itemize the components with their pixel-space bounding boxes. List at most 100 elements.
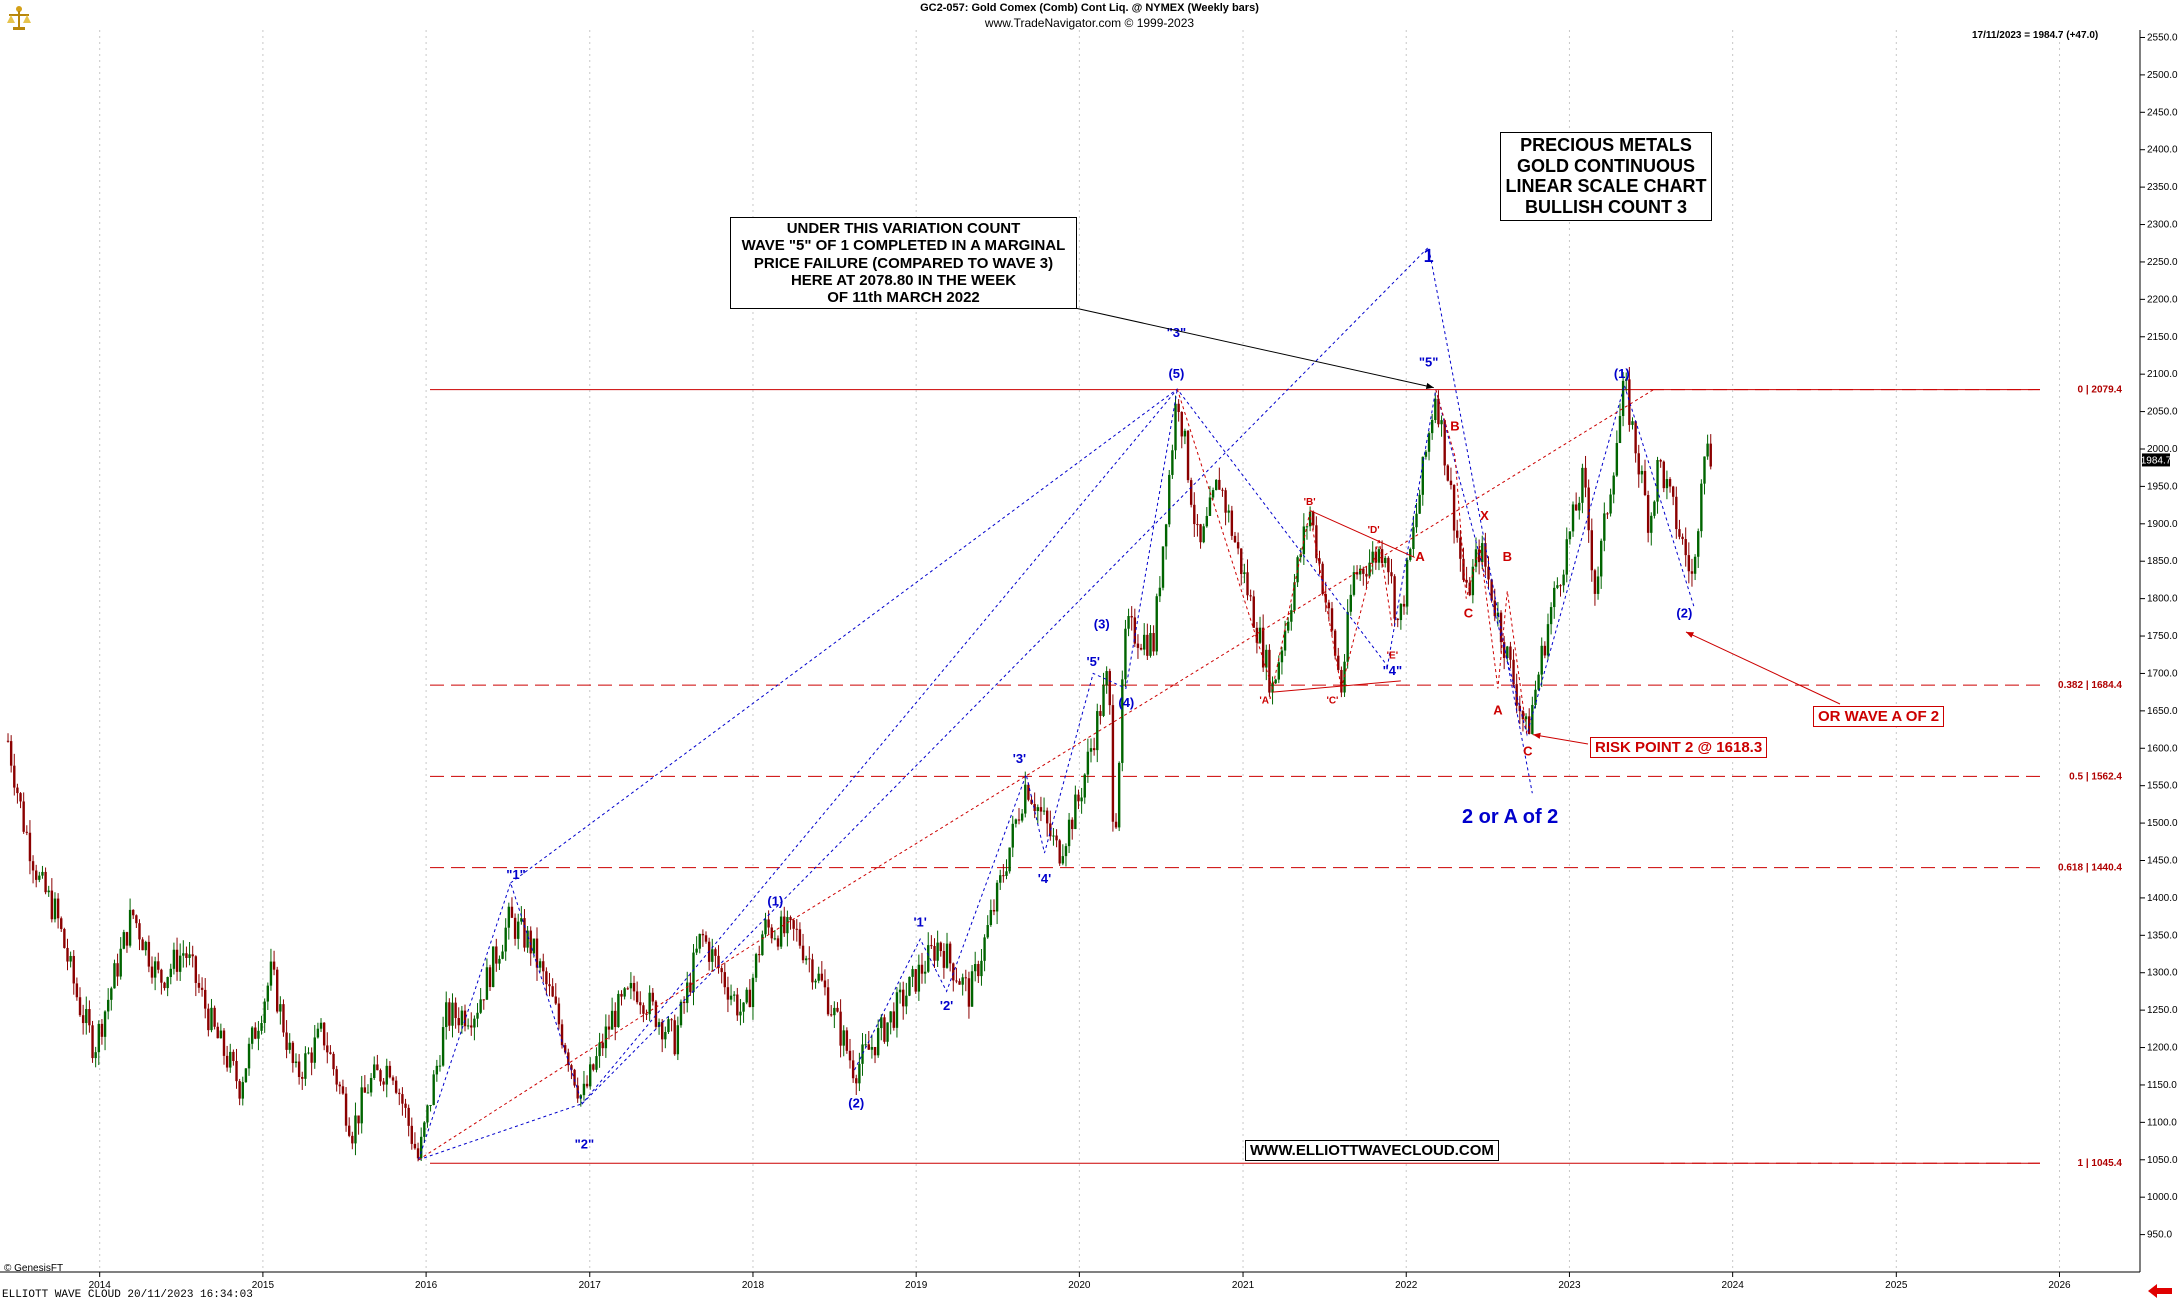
candle-body	[366, 1092, 370, 1094]
candle-body	[554, 996, 557, 1004]
candle-body	[88, 1009, 91, 1026]
candle-body	[1315, 525, 1318, 559]
candle-body	[1675, 496, 1678, 530]
back-arrow-icon[interactable]	[2147, 1283, 2173, 1299]
candle-body	[601, 1042, 604, 1049]
candle-body	[1584, 467, 1587, 488]
candle-body	[1086, 751, 1090, 775]
candle-body	[1211, 490, 1215, 498]
risk-point-arrow	[1532, 734, 1589, 745]
candle-body	[939, 942, 942, 951]
y-tick-label: 1450.0	[2147, 855, 2178, 866]
candle-body	[1136, 643, 1140, 648]
candle-body	[632, 982, 636, 992]
variation-line: PRICE FAILURE (COMPARED TO WAVE 3)	[753, 254, 1054, 272]
wave-red-triangle	[1176, 388, 1393, 691]
candle-body	[53, 898, 57, 920]
candle-body	[1415, 513, 1418, 528]
title-line: PRECIOUS METALS	[1520, 135, 1692, 155]
y-tick-label: 1150.0	[2147, 1080, 2177, 1091]
candle-body	[817, 973, 820, 981]
candle-body	[1556, 585, 1559, 588]
candle-body	[1302, 526, 1306, 555]
candle-body	[654, 1001, 658, 1027]
candle-body	[1352, 572, 1356, 595]
candle-body	[1703, 456, 1706, 484]
candle-body	[1662, 461, 1665, 489]
candle-body	[1308, 511, 1312, 527]
candle-body	[66, 947, 69, 962]
candle-body	[135, 915, 138, 924]
candle-body	[529, 930, 532, 954]
candle-body	[435, 1065, 439, 1075]
candle-body	[742, 1002, 745, 1012]
candle-body	[351, 1135, 354, 1144]
candle-body	[1083, 774, 1086, 798]
candle-body	[1277, 662, 1281, 680]
y-tick-label: 1200.0	[2147, 1043, 2178, 1054]
candle-body	[1430, 420, 1434, 434]
candle-body	[235, 1060, 238, 1082]
variation-line: WAVE "5" OF 1 COMPLETED IN A MARGINAL	[741, 237, 1066, 255]
candle-body	[1697, 531, 1700, 557]
candle-body	[445, 1002, 448, 1028]
x-tick-label: 2020	[1068, 1280, 1091, 1291]
candle-body	[645, 1013, 648, 1015]
y-tick-label: 2500.0	[2147, 70, 2178, 81]
candle-body	[485, 967, 489, 1000]
candle-body	[1628, 379, 1631, 425]
candle-body	[955, 980, 958, 982]
candle-body	[219, 1030, 223, 1039]
wave-label: "3"	[1167, 325, 1187, 340]
candle-body	[438, 1065, 442, 1067]
candle-body	[191, 954, 194, 957]
candle-body	[617, 993, 620, 1028]
candle-body	[1233, 535, 1237, 543]
candle-body	[394, 1080, 398, 1093]
candle-body	[942, 950, 946, 968]
candle-body	[986, 925, 989, 938]
candle-body	[213, 1007, 216, 1027]
candle-body	[745, 989, 748, 1003]
candle-body	[1684, 539, 1687, 556]
wave-blue-path	[418, 383, 1695, 1160]
candle-body	[808, 958, 811, 960]
candle-body	[391, 1077, 395, 1081]
wave-label: '4'	[1038, 871, 1051, 886]
candle-body	[1424, 451, 1428, 457]
x-tick-label: 2026	[2048, 1280, 2071, 1291]
risk-point-arrow-head	[1533, 732, 1541, 739]
candle-body	[113, 963, 116, 989]
candle-body	[660, 1022, 664, 1040]
candle-body	[150, 966, 154, 978]
candle-body	[614, 1010, 617, 1028]
or-wave-a-label: OR WAVE A OF 2	[1813, 706, 1945, 727]
candle-body	[1055, 835, 1058, 841]
x-tick-label: 2014	[89, 1280, 112, 1291]
candle-body	[1518, 705, 1522, 712]
candle-body	[288, 1042, 291, 1050]
candle-body	[1224, 490, 1227, 513]
candle-body	[44, 871, 47, 893]
y-tick-label: 1900.0	[2147, 519, 2178, 530]
candle-body	[272, 961, 276, 970]
or-wave-arrow-head	[1686, 632, 1694, 638]
y-tick-label: 1400.0	[2147, 893, 2178, 904]
y-tick-label: 2150.0	[2147, 332, 2178, 343]
candle-body	[1080, 797, 1083, 802]
candle-body	[651, 992, 655, 1002]
candle-body	[736, 994, 739, 1016]
x-tick-label: 2017	[579, 1280, 602, 1291]
candle-body	[1030, 799, 1033, 804]
candle-body	[670, 1019, 673, 1021]
candle-body	[1064, 846, 1068, 857]
candle-body	[1258, 627, 1262, 643]
candle-body	[620, 993, 623, 997]
wave-label: (4)	[1118, 695, 1134, 710]
candle-body	[216, 1026, 219, 1039]
genesis-credit: © GenesisFT	[4, 1263, 64, 1274]
candle-body	[579, 1095, 583, 1099]
wave-channel-c	[581, 245, 1533, 1105]
y-tick-label: 2550.0	[2147, 32, 2178, 43]
candle-body	[848, 1050, 852, 1061]
